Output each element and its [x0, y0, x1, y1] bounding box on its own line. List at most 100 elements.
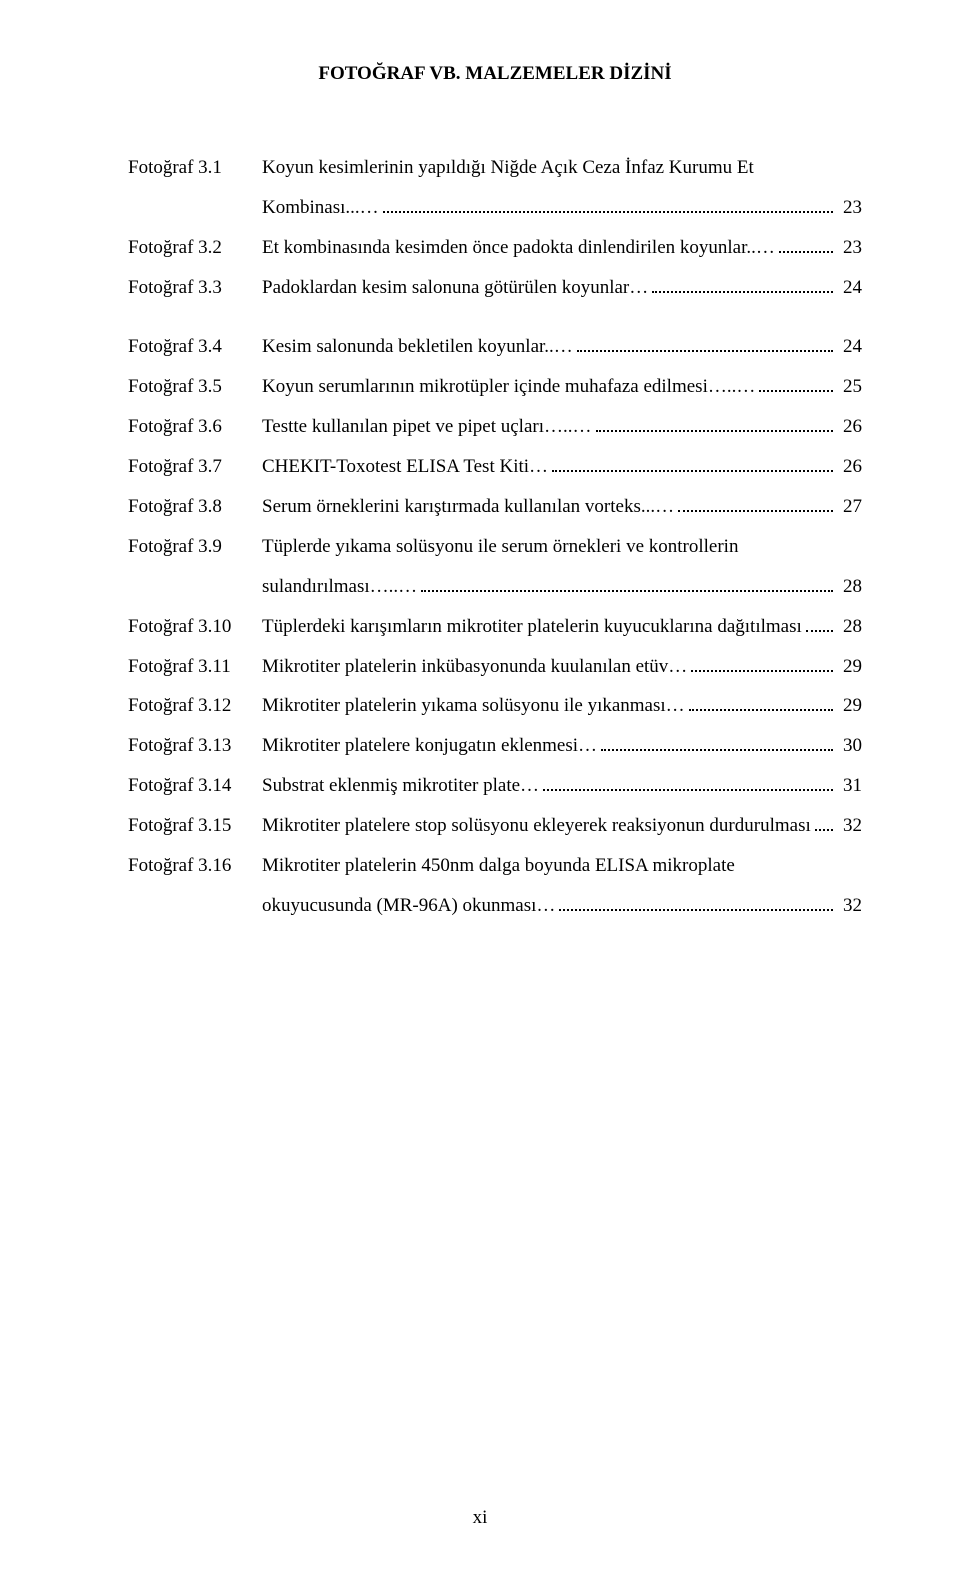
toc-desc: Mikrotiter platelerin 450nm dalga boyund…	[262, 846, 735, 886]
toc-desc: Mikrotiter platelerin yıkama solüsyonu i…	[262, 686, 685, 726]
toc-desc: Kombinası...…	[262, 188, 379, 228]
toc-entry: Fotoğraf 3.1Koyun kesimlerinin yapıldığı…	[128, 148, 862, 228]
toc-leader-dots	[652, 273, 833, 292]
toc-entry: Fotoğraf 3.14Substrat eklenmiş mikrotite…	[128, 766, 862, 806]
toc-row: Fotoğraf 3.14Substrat eklenmiş mikrotite…	[128, 766, 862, 806]
toc-row: Fotoğraf 3.12Mikrotiter platelerin yıkam…	[128, 686, 862, 726]
toc-label: Fotoğraf 3.8	[128, 487, 262, 527]
toc-page-number: 30	[837, 726, 862, 766]
toc-row: Fotoğraf 3.10Tüplerdeki karışımların mik…	[128, 607, 862, 647]
toc-desc: Tüplerdeki karışımların mikrotiter plate…	[262, 607, 802, 647]
toc-entry: Fotoğraf 3.2Et kombinasında kesimden önc…	[128, 228, 862, 268]
toc-row: Fotoğraf 3.11Mikrotiter platelerin inküb…	[128, 647, 862, 687]
toc-leader-dots	[559, 892, 833, 911]
toc-page-number: 32	[837, 886, 862, 926]
toc-leader-dots	[596, 413, 834, 432]
toc-desc: Substrat eklenmiş mikrotiter plate…	[262, 766, 539, 806]
toc-gap	[128, 307, 862, 327]
toc-leader-dots	[806, 613, 833, 632]
toc-label: Fotoğraf 3.1	[128, 148, 262, 188]
toc-entry: Fotoğraf 3.5Koyun serumlarının mikrotüpl…	[128, 367, 862, 407]
toc-desc: Mikrotiter platelere konjugatın eklenmes…	[262, 726, 597, 766]
toc-leader-dots	[552, 453, 833, 472]
toc-entry: Fotoğraf 3.3Padoklardan kesim salonuna g…	[128, 268, 862, 308]
toc-label: Fotoğraf 3.11	[128, 647, 262, 687]
toc-row: sulandırılması…..…28	[128, 567, 862, 607]
toc-entry: Fotoğraf 3.12Mikrotiter platelerin yıkam…	[128, 686, 862, 726]
toc-page-number: 32	[837, 806, 862, 846]
toc-desc: CHEKIT-Toxotest ELISA Test Kiti…	[262, 447, 548, 487]
page-title: FOTOĞRAF VB. MALZEMELER DİZİNİ	[128, 54, 862, 94]
toc-entry: Fotoğraf 3.8Serum örneklerini karıştırma…	[128, 487, 862, 527]
toc-entry: Fotoğraf 3.10Tüplerdeki karışımların mik…	[128, 607, 862, 647]
toc-leader-dots	[815, 812, 833, 831]
toc-leader-dots	[421, 573, 833, 592]
toc-page-number: 26	[837, 447, 862, 487]
toc-leader-dots	[577, 333, 833, 352]
toc-row: Fotoğraf 3.15Mikrotiter platelere stop s…	[128, 806, 862, 846]
toc-entry: Fotoğraf 3.15Mikrotiter platelere stop s…	[128, 806, 862, 846]
toc-leader-dots	[691, 652, 833, 671]
toc-leader-dots	[543, 772, 833, 791]
toc-label: Fotoğraf 3.13	[128, 726, 262, 766]
toc-row: Fotoğraf 3.4Kesim salonunda bekletilen k…	[128, 327, 862, 367]
toc-entry: Fotoğraf 3.13Mikrotiter platelere konjug…	[128, 726, 862, 766]
toc-leader-dots	[689, 692, 833, 711]
toc-row: Kombinası...…23	[128, 188, 862, 228]
toc-entry: Fotoğraf 3.6Testte kullanılan pipet ve p…	[128, 407, 862, 447]
toc-leader-dots	[601, 732, 833, 751]
toc-desc: Padoklardan kesim salonuna götürülen koy…	[262, 268, 648, 308]
toc-desc: Testte kullanılan pipet ve pipet uçları……	[262, 407, 592, 447]
toc-desc: Koyun serumlarının mikrotüpler içinde mu…	[262, 367, 755, 407]
toc-row: Fotoğraf 3.16Mikrotiter platelerin 450nm…	[128, 846, 862, 886]
toc-label: Fotoğraf 3.3	[128, 268, 262, 308]
toc-page-number: 24	[837, 327, 862, 367]
toc-list: Fotoğraf 3.1Koyun kesimlerinin yapıldığı…	[128, 148, 862, 926]
toc-entry: Fotoğraf 3.9Tüplerde yıkama solüsyonu il…	[128, 527, 862, 607]
toc-leader-dots	[678, 493, 833, 512]
toc-row: okuyucusunda (MR-96A) okunması… 32	[128, 886, 862, 926]
toc-page-number: 27	[837, 487, 862, 527]
toc-desc: Tüplerde yıkama solüsyonu ile serum örne…	[262, 527, 738, 567]
toc-row: Fotoğraf 3.8Serum örneklerini karıştırma…	[128, 487, 862, 527]
toc-row: Fotoğraf 3.5Koyun serumlarının mikrotüpl…	[128, 367, 862, 407]
toc-desc: Koyun kesimlerinin yapıldığı Niğde Açık …	[262, 148, 754, 188]
toc-label: Fotoğraf 3.10	[128, 607, 262, 647]
toc-desc: Mikrotiter platelere stop solüsyonu ekle…	[262, 806, 811, 846]
toc-desc: Mikrotiter platelerin inkübasyonunda kuu…	[262, 647, 687, 687]
toc-label: Fotoğraf 3.7	[128, 447, 262, 487]
toc-page-number: 31	[837, 766, 862, 806]
toc-label: Fotoğraf 3.2	[128, 228, 262, 268]
toc-desc: Et kombinasında kesimden önce padokta di…	[262, 228, 775, 268]
toc-entry: Fotoğraf 3.16Mikrotiter platelerin 450nm…	[128, 846, 862, 926]
toc-label: Fotoğraf 3.6	[128, 407, 262, 447]
toc-label: Fotoğraf 3.5	[128, 367, 262, 407]
toc-page-number: 24	[837, 268, 862, 308]
toc-desc: okuyucusunda (MR-96A) okunması…	[262, 886, 555, 926]
toc-label: Fotoğraf 3.14	[128, 766, 262, 806]
toc-desc: Serum örneklerini karıştırmada kullanıla…	[262, 487, 674, 527]
toc-desc: Kesim salonunda bekletilen koyunlar..…	[262, 327, 573, 367]
document-page: FOTOĞRAF VB. MALZEMELER DİZİNİ Fotoğraf …	[0, 0, 960, 1586]
toc-row: Fotoğraf 3.7CHEKIT-Toxotest ELISA Test K…	[128, 447, 862, 487]
toc-label: Fotoğraf 3.12	[128, 686, 262, 726]
toc-row: Fotoğraf 3.9Tüplerde yıkama solüsyonu il…	[128, 527, 862, 567]
toc-label: Fotoğraf 3.4	[128, 327, 262, 367]
toc-page-number: 26	[837, 407, 862, 447]
toc-row: Fotoğraf 3.1Koyun kesimlerinin yapıldığı…	[128, 148, 862, 188]
toc-label: Fotoğraf 3.16	[128, 846, 262, 886]
toc-leader-dots	[759, 373, 833, 392]
toc-leader-dots	[779, 234, 833, 253]
toc-desc: sulandırılması…..…	[262, 567, 417, 607]
page-number: xi	[0, 1498, 960, 1538]
toc-page-number: 28	[837, 607, 862, 647]
toc-entry: Fotoğraf 3.11Mikrotiter platelerin inküb…	[128, 647, 862, 687]
toc-row: Fotoğraf 3.13Mikrotiter platelere konjug…	[128, 726, 862, 766]
toc-page-number: 29	[837, 647, 862, 687]
toc-leader-dots	[383, 194, 833, 213]
toc-row: Fotoğraf 3.6Testte kullanılan pipet ve p…	[128, 407, 862, 447]
toc-row: Fotoğraf 3.3Padoklardan kesim salonuna g…	[128, 268, 862, 308]
toc-entry: Fotoğraf 3.4Kesim salonunda bekletilen k…	[128, 327, 862, 367]
toc-page-number: 29	[837, 686, 862, 726]
toc-page-number: 25	[837, 367, 862, 407]
